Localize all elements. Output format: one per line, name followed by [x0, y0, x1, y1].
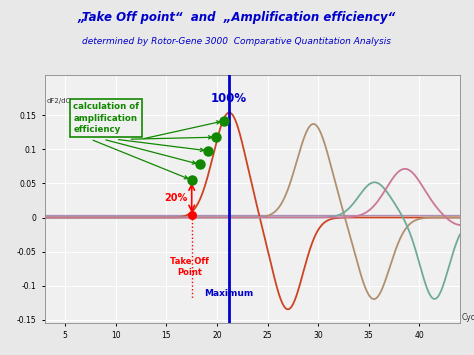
- Text: Cycle: Cycle: [462, 313, 474, 322]
- Text: determined by Rotor-Gene 3000  Comparative Quantitation Analysis: determined by Rotor-Gene 3000 Comparativ…: [82, 37, 392, 46]
- Text: „Take Off point“  and  „Amplification efficiency“: „Take Off point“ and „Amplification effi…: [78, 11, 396, 24]
- Text: 20%: 20%: [164, 193, 188, 203]
- Text: dF2/dC: dF2/dC: [47, 98, 71, 104]
- Text: 100%: 100%: [211, 92, 247, 105]
- Text: Take Off
Point: Take Off Point: [170, 257, 209, 277]
- Text: calculation of
amplification
efficiency: calculation of amplification efficiency: [73, 102, 139, 135]
- Text: Maximum: Maximum: [204, 289, 254, 298]
